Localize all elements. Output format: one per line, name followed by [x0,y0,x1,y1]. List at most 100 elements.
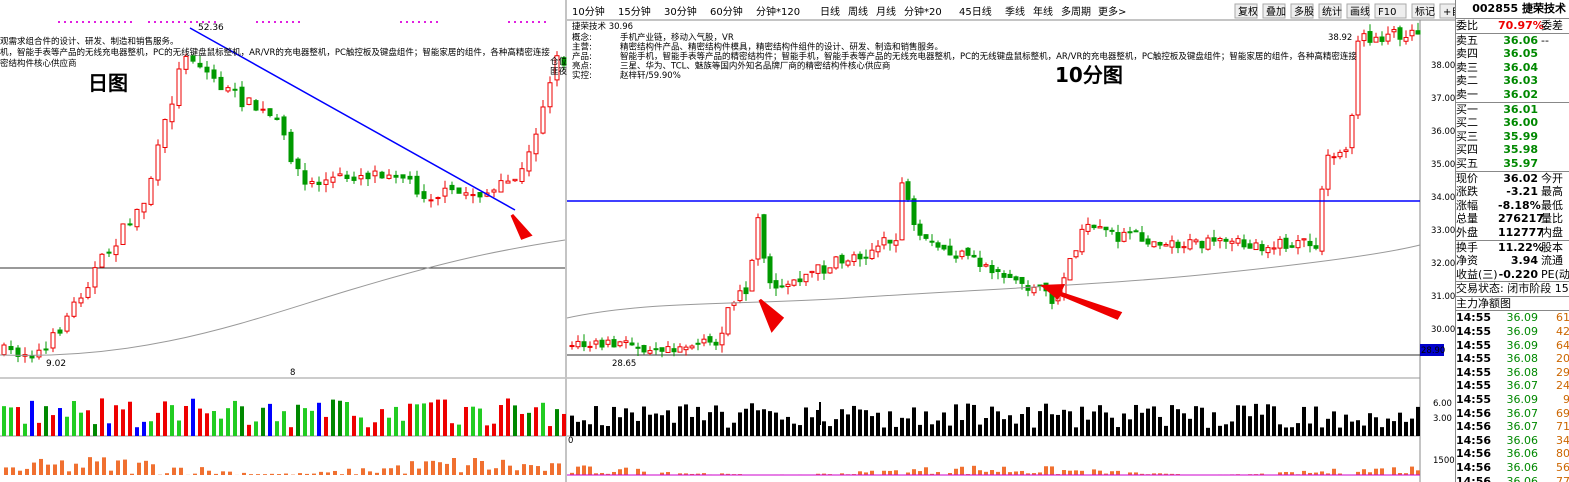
volume [984,418,988,436]
candle [295,158,301,170]
candle [141,202,147,213]
dot [286,21,288,23]
volume [1122,413,1126,436]
button[interactable] [1439,3,1455,19]
trade-row: 14:55 36.08 29 [1456,366,1569,380]
candle [1265,247,1271,254]
macd [1326,473,1330,475]
candle [211,69,217,79]
candle [1181,246,1187,249]
volume [1020,414,1024,436]
candle [1367,31,1373,43]
volume [471,406,475,436]
volume [666,410,670,436]
candle [1379,36,1385,42]
volume [219,418,223,436]
dot [268,21,270,23]
dot [196,21,198,23]
candle [1391,29,1397,33]
candle [316,181,322,186]
button[interactable] [1346,3,1370,19]
candle [204,66,210,73]
label: 亮点: [572,61,592,72]
candle [737,290,743,302]
quote-value: 11.22% [1498,240,1544,254]
candle [1175,241,1181,249]
candle [785,283,791,287]
label: 统计 [1322,5,1342,18]
quote-value: 36.05 [1503,47,1538,61]
quote-extra: 内盘 [1541,225,1563,239]
macd [515,470,519,475]
quote-row: 买四 35.98 [1456,143,1569,157]
candle [1115,232,1121,242]
volume [1140,412,1144,436]
quote-row: 卖一 36.02 [1456,88,1569,102]
volume [1062,409,1066,436]
label: 8 [290,368,295,378]
candle [1289,245,1295,248]
volume [1380,427,1384,436]
dot [262,21,264,23]
volume [1302,406,1306,436]
candle [641,345,647,353]
quote-row: 换手 11.22% 股本 [1456,239,1569,255]
volume [1416,406,1420,436]
macd [1290,472,1294,475]
macd [816,473,820,475]
volume [338,400,342,436]
candle [113,245,119,256]
volume [948,425,952,436]
candle [617,341,623,347]
volume [894,426,898,436]
label: 日图 [88,71,128,95]
volume [1086,419,1090,436]
button[interactable] [1374,3,1407,19]
dot [436,21,438,23]
volume [1008,415,1012,436]
quote-value: 276217 [1498,212,1544,226]
button[interactable] [1318,3,1342,19]
trade-price: 36.09 [1506,311,1539,325]
candle [1241,239,1247,248]
macd [1068,470,1072,475]
volume [576,421,580,436]
macd [494,468,498,475]
candle [561,57,567,66]
button[interactable] [1234,3,1258,19]
volume [317,402,321,436]
quote-extra [1538,157,1541,171]
macd [1092,469,1096,475]
candle [29,355,35,359]
candle [611,339,617,348]
quote-extra: 委差 [1541,19,1563,32]
quote-value: 36.02 [1503,171,1538,185]
volume [275,421,279,436]
candle [905,181,911,200]
quote-row: 买三 35.99 [1456,130,1569,144]
button[interactable] [1290,3,1314,19]
volume [1176,409,1180,436]
volume [816,409,820,436]
button[interactable] [1262,3,1286,19]
volume [268,403,272,436]
macd [396,465,400,475]
macd [906,472,910,475]
volume [1284,427,1288,436]
volume [478,408,482,436]
quote-row: 涨幅 -8.18% 最低 [1456,199,1569,213]
macd [1380,468,1384,475]
macd [466,465,470,475]
macd [1044,466,1048,475]
quote-label: 委比 [1456,19,1478,32]
dot [64,21,66,23]
trade-price: 36.07 [1506,420,1539,434]
dot [124,21,126,23]
volume [58,408,62,436]
volume [1272,406,1276,436]
trade-time: 14:55 [1456,352,1492,366]
trade-time: 14:55 [1456,338,1492,352]
macd [1356,471,1360,475]
macd [305,473,309,475]
button[interactable] [1411,3,1435,19]
